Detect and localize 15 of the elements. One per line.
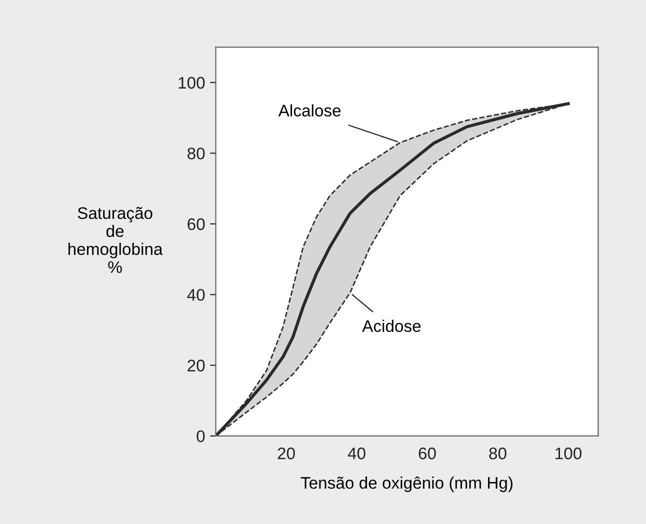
- annotation: Alcalose: [278, 104, 341, 117]
- y-tick-label: 0: [196, 430, 205, 442]
- y-axis-title: Saturação de hemoglobina %: [68, 206, 163, 273]
- y-tick-label: 40: [187, 288, 205, 301]
- y-tick-label: 80: [188, 148, 205, 160]
- y-tick-label: 60: [188, 218, 205, 230]
- x-tick-label: 40: [348, 448, 366, 460]
- x-tick-label: 60: [418, 448, 436, 460]
- y-tick-label: 20: [188, 360, 205, 372]
- annotation: Acidose: [362, 320, 421, 332]
- x-axis-title: Tensão de oxigênio (mm Hg): [300, 476, 512, 492]
- x-tick-label: 20: [278, 448, 295, 460]
- x-tick-label: 80: [489, 448, 506, 460]
- x-tick-label: 100: [556, 448, 582, 460]
- y-tick-label: 100: [178, 76, 205, 89]
